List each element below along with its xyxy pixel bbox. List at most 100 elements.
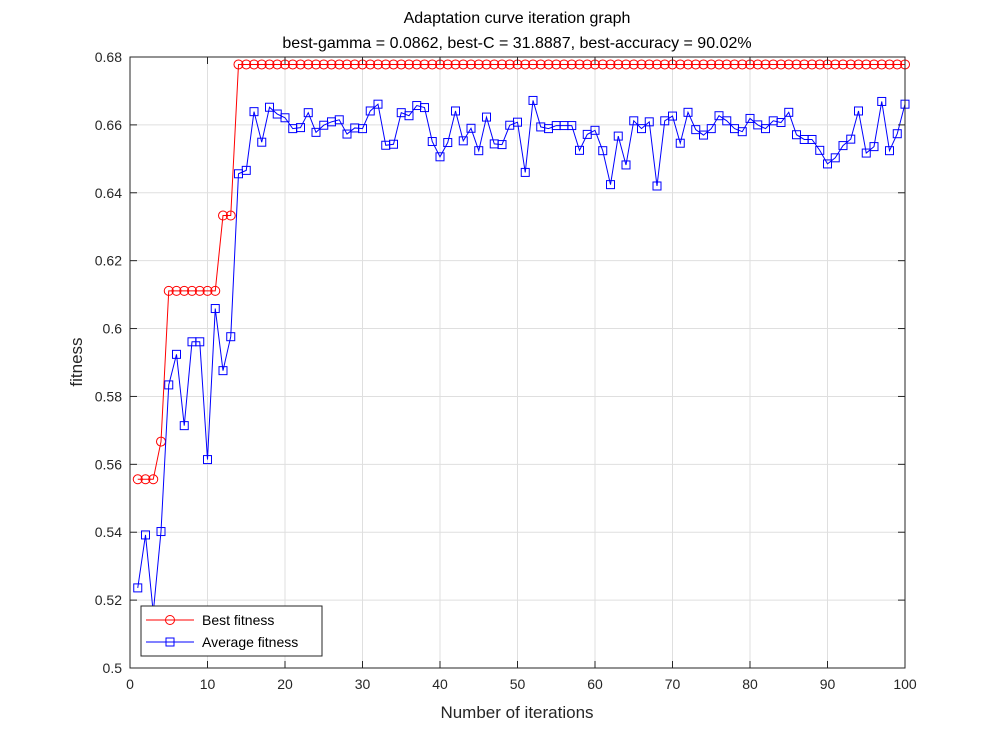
data-point-best-fitness — [489, 59, 500, 70]
data-point-best-fitness — [621, 59, 631, 70]
data-point-average-fitness — [675, 138, 685, 148]
data-point-best-fitness — [241, 59, 252, 70]
data-point-average-fitness — [575, 145, 584, 155]
data-point-average-fitness — [451, 106, 460, 116]
data-point-average-fitness — [660, 116, 670, 126]
data-point-best-fitness — [396, 59, 407, 70]
legend-label-best-fitness: Best fitness — [202, 612, 274, 628]
data-point-best-fitness — [473, 59, 484, 70]
data-point-best-fitness — [799, 59, 810, 70]
data-point-average-fitness — [296, 123, 305, 133]
data-point-best-fitness — [683, 59, 693, 70]
data-point-average-fitness — [823, 159, 832, 169]
series-line-best-fitness — [137, 63, 905, 480]
data-point-average-fitness — [668, 111, 677, 121]
legend-label-average-fitness: Average fitness — [202, 634, 298, 650]
data-point-average-fitness — [203, 455, 212, 465]
x-tick-label: 30 — [355, 676, 371, 692]
data-point-average-fitness — [373, 99, 383, 109]
data-point-best-fitness — [698, 59, 709, 70]
data-point-best-fitness — [442, 59, 453, 70]
data-point-best-fitness — [303, 59, 314, 70]
x-tick-label: 40 — [432, 676, 448, 692]
data-point-best-fitness — [287, 59, 298, 70]
data-point-average-fitness — [389, 139, 398, 149]
data-point-average-fitness — [420, 103, 429, 113]
data-point-average-fitness — [156, 527, 166, 537]
data-point-average-fitness — [466, 123, 476, 133]
data-point-best-fitness — [404, 59, 414, 70]
data-point-average-fitness — [497, 140, 507, 150]
y-axis-title: fitness — [67, 337, 86, 386]
data-point-average-fitness — [892, 129, 902, 139]
data-point-best-fitness — [179, 285, 190, 296]
data-point-average-fitness — [179, 421, 189, 431]
legend: Best fitness Average fitness — [140, 605, 323, 657]
data-point-best-fitness — [807, 59, 817, 70]
data-point-best-fitness — [636, 59, 647, 70]
data-point-best-fitness — [388, 59, 399, 70]
data-point-best-fitness — [566, 59, 577, 70]
data-point-average-fitness — [792, 130, 801, 140]
data-point-best-fitness — [140, 474, 151, 485]
data-point-best-fitness — [272, 59, 283, 70]
data-point-best-fitness — [163, 285, 174, 296]
data-point-best-fitness — [752, 59, 763, 70]
data-point-average-fitness — [528, 95, 538, 105]
data-point-average-fitness — [443, 138, 453, 148]
data-point-average-fitness — [590, 125, 600, 135]
axis-ticks: 0 10 20 30 40 50 60 70 80 90 100 0.5 0.52 0.54 0.56 0.5… — [95, 49, 917, 692]
data-point-best-fitness — [256, 59, 267, 70]
data-point-best-fitness — [194, 285, 205, 296]
y-tick-label: 0.6 — [103, 321, 123, 337]
data-point-best-fitness — [202, 285, 213, 296]
data-point-best-fitness — [466, 59, 476, 70]
data-point-best-fitness — [543, 59, 554, 70]
x-tick-label: 90 — [820, 676, 836, 692]
data-point-best-fitness — [187, 285, 197, 296]
data-point-average-fitness — [885, 146, 894, 156]
data-point-best-fitness — [218, 210, 228, 221]
data-point-average-fitness — [838, 141, 848, 151]
data-point-average-fitness — [303, 108, 313, 118]
data-point-best-fitness — [373, 59, 383, 70]
data-point-best-fitness — [597, 59, 608, 70]
y-tick-label: 0.56 — [95, 456, 122, 472]
data-point-best-fitness — [349, 59, 360, 70]
y-tick-label: 0.62 — [95, 253, 122, 269]
data-point-best-fitness — [876, 59, 887, 70]
data-point-average-fitness — [637, 124, 646, 134]
data-point-average-fitness — [133, 583, 143, 593]
data-point-best-fitness — [264, 59, 275, 70]
data-point-average-fitness — [815, 145, 825, 155]
data-point-best-fitness — [233, 59, 244, 70]
data-point-average-fitness — [699, 130, 708, 140]
data-point-average-fitness — [141, 530, 150, 540]
data-point-best-fitness — [830, 59, 841, 70]
data-point-best-fitness — [706, 59, 717, 70]
data-point-average-fitness — [652, 181, 662, 191]
data-point-average-fitness — [683, 107, 693, 117]
legend-marker-average-fitness — [165, 637, 175, 647]
data-point-best-fitness — [365, 59, 376, 70]
data-point-average-fitness — [621, 160, 631, 170]
y-tick-label: 0.64 — [95, 185, 122, 201]
chart-title: Adaptation curve iteration graph — [404, 10, 631, 27]
series-average-fitness — [133, 95, 910, 618]
data-point-average-fitness — [257, 137, 267, 147]
data-point-best-fitness — [419, 59, 430, 70]
data-point-best-fitness — [776, 59, 786, 70]
data-point-average-fitness — [241, 165, 251, 175]
data-point-average-fitness — [513, 117, 522, 127]
data-point-best-fitness — [225, 210, 236, 221]
data-point-best-fitness — [574, 59, 585, 70]
data-point-best-fitness — [311, 59, 321, 70]
data-point-best-fitness — [861, 59, 872, 70]
data-point-average-fitness — [745, 113, 755, 123]
data-point-best-fitness — [334, 59, 345, 70]
x-tick-label: 60 — [587, 676, 603, 692]
data-point-average-fitness — [613, 131, 623, 141]
x-tick-label: 50 — [510, 676, 526, 692]
data-point-average-fitness — [265, 102, 274, 112]
